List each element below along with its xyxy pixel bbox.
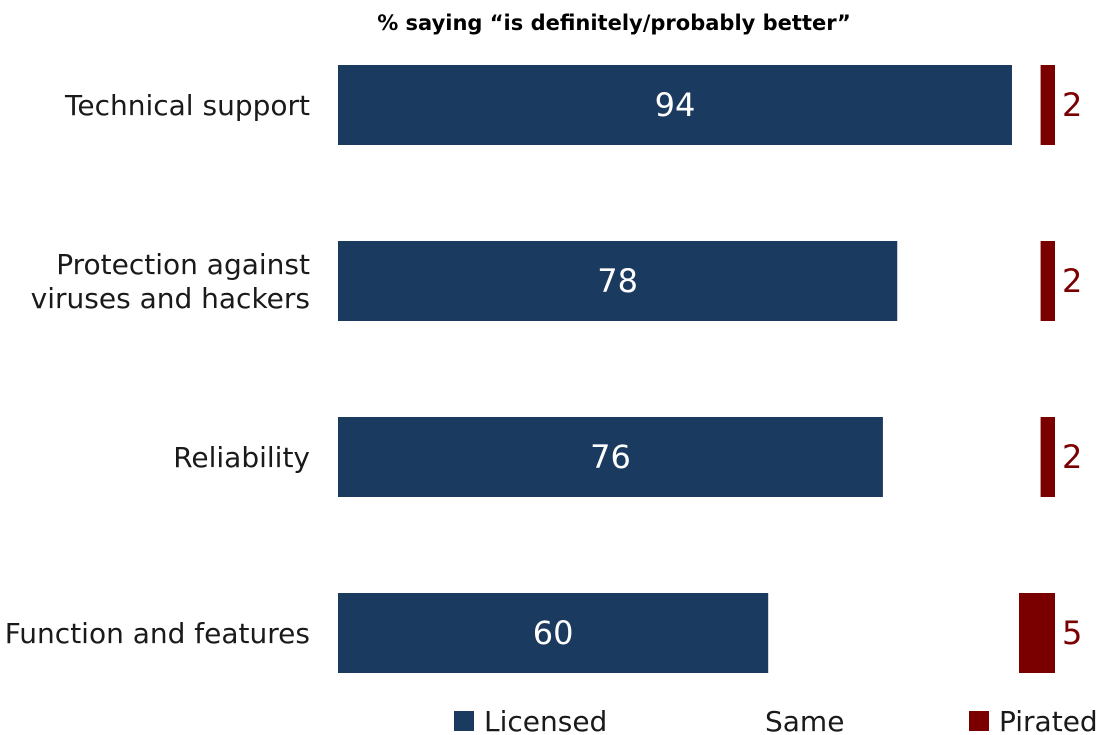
licensed-value-label: 76: [590, 438, 631, 476]
category-label: Protection against viruses and hackers: [31, 248, 310, 315]
pirated-bar: [1040, 241, 1055, 321]
chart-title: % saying “is definitely/probably better”: [377, 11, 851, 35]
legend: Licensed Same Pirated: [454, 705, 1098, 735]
licensed-value-label: 94: [655, 86, 696, 124]
pirated-value-label: 2: [1062, 86, 1082, 124]
chart-rows: Technical support 94 2 Protection against vi…: [5, 65, 1082, 673]
licensed-bar: [338, 65, 1012, 145]
category-label: Technical support: [64, 89, 310, 122]
licensed-bar: [338, 593, 769, 673]
legend-licensed-label: Licensed: [484, 705, 607, 735]
pirated-value-label: 2: [1062, 438, 1082, 476]
licensed-value-label: 78: [597, 262, 638, 300]
legend-pirated-label: Pirated: [999, 705, 1098, 735]
category-label: Function and features: [5, 617, 310, 650]
pirated-bar: [1040, 417, 1055, 497]
legend-same-label: Same: [765, 705, 844, 735]
licensed-value-label: 60: [533, 614, 574, 652]
legend-licensed-swatch: [454, 711, 474, 731]
pirated-bar: [1040, 65, 1055, 145]
pirated-value-label: 5: [1062, 614, 1082, 652]
pirated-value-label: 2: [1062, 262, 1082, 300]
licensed-bar: [338, 417, 883, 497]
legend-pirated-swatch: [969, 711, 989, 731]
pirated-bar: [1019, 593, 1055, 673]
licensed-bar: [338, 241, 898, 321]
category-label: Reliability: [173, 441, 310, 474]
